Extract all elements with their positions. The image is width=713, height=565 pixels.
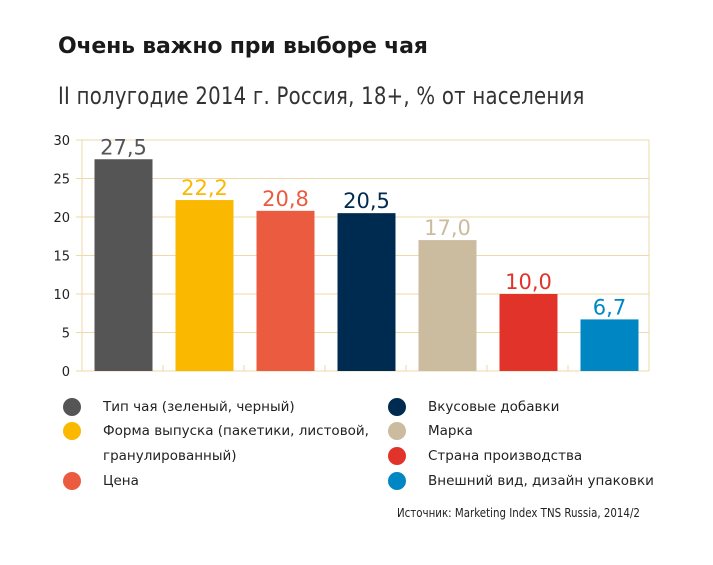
bar: [175, 200, 234, 371]
source-note: Источник: Marketing Index TNS Russia, 20…: [397, 505, 640, 520]
bar-value-label: 22,2: [181, 176, 228, 200]
legend-label: Вкусовые добавки: [428, 399, 560, 415]
legend-dot-icon: [63, 422, 81, 440]
legend-label: Форма выпуска (пакетики, листовой,: [103, 423, 369, 439]
legend-dot-icon: [388, 422, 406, 440]
bar: [94, 159, 153, 371]
y-tick-label: 20: [53, 211, 70, 226]
chart-subtitle: II полугодие 2014 г. Россия, 18+, % от н…: [58, 82, 585, 110]
y-tick-label: 0: [62, 365, 70, 380]
bar-value-label: 10,0: [505, 270, 552, 294]
legend-label-continued: гранулированный): [103, 448, 237, 464]
bar: [256, 210, 315, 371]
bar-value-label: 27,5: [100, 135, 147, 159]
bar-value-label: 20,8: [262, 187, 309, 211]
legend-dot-icon: [388, 398, 406, 416]
y-tick-label: 15: [53, 250, 70, 265]
bar-value-label: 20,5: [343, 189, 390, 213]
chart-title: Очень важно при выборе чая: [58, 34, 428, 59]
legend-label: Страна производства: [428, 448, 583, 464]
bar: [337, 213, 396, 371]
y-tick-label: 25: [53, 173, 70, 188]
legend-label: Внешний вид, дизайн упаковки: [428, 473, 654, 489]
bar: [499, 294, 558, 371]
bar-value-label: 17,0: [424, 216, 471, 240]
legend-label: Марка: [428, 423, 473, 439]
legend-dot-icon: [388, 472, 406, 490]
y-tick-label: 5: [62, 327, 70, 342]
bar-value-label: 6,7: [593, 295, 626, 319]
y-tick-label: 30: [53, 134, 70, 149]
bar: [418, 240, 477, 371]
legend-dot-icon: [63, 472, 81, 490]
bar: [580, 319, 639, 371]
legend-dot-icon: [63, 398, 81, 416]
legend-label: Тип чая (зеленый, черный): [103, 399, 295, 415]
legend-label: Цена: [103, 473, 139, 489]
y-tick-label: 10: [53, 288, 70, 303]
legend-dot-icon: [388, 447, 406, 465]
bar-chart: 0 5 10 15 20 25 30 27,5 22,2 20,8 20,5 17,0 10,0 6,7: [53, 134, 650, 380]
